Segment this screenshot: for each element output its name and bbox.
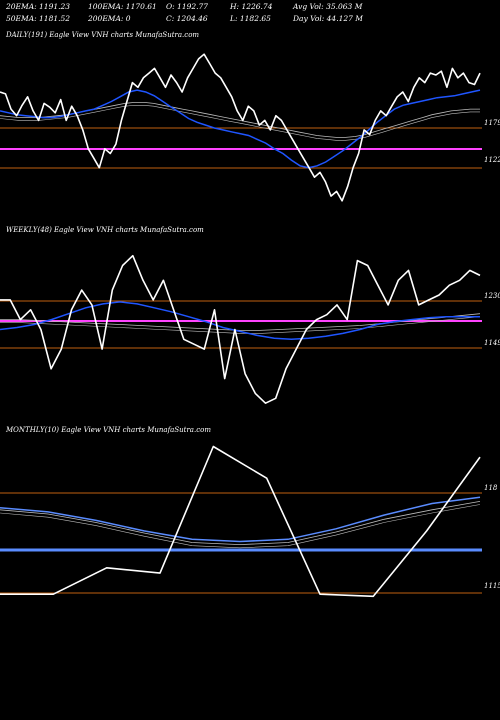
monthly-ema-fast-line: [0, 496, 481, 543]
header-open: O: 1192.77: [166, 2, 209, 11]
header-day-vol: Day Vol: 44.127 M: [293, 14, 363, 23]
monthly-ema-slow-line: [0, 501, 481, 546]
monthly-level-high-label: 118: [484, 484, 498, 492]
header-high: H: 1226.74: [230, 2, 273, 11]
header-close: C: 1204.46: [166, 14, 208, 23]
daily-level-low-label: 1122: [484, 156, 500, 164]
weekly-price-line: [0, 254, 481, 405]
daily-ema-fast-line: [0, 89, 481, 169]
monthly-price-line: [0, 445, 481, 598]
daily-price-line: [0, 53, 481, 202]
header-20ema: 20EMA: 1191.23: [6, 2, 71, 11]
weekly-ema-slow-line: [0, 313, 481, 331]
weekly-level-high-label: 1230: [484, 292, 500, 300]
daily-ema-slow-line-2: [0, 105, 480, 141]
header-50ema: 50EMA: 1181.52: [6, 14, 71, 23]
monthly-ema-slow-line-2: [0, 504, 481, 549]
monthly-level-low-label: 1115: [484, 582, 500, 590]
weekly-ema-slow-line-2: [0, 316, 481, 334]
header-low: L: 1182.65: [230, 14, 271, 23]
header-200ema: 200EMA: 0: [88, 14, 131, 23]
header-100ema: 100EMA: 1170.61: [88, 2, 157, 11]
daily-level-high-label: 1179: [484, 119, 500, 127]
weekly-panel-title: WEEKLY(48) Eagle View VNH charts MunafaS…: [6, 226, 204, 234]
daily-panel-title: DAILY(191) Eagle View VNH charts MunafaS…: [6, 31, 200, 39]
weekly-ema-fast-line: [0, 301, 480, 341]
header-avg-vol: Avg Vol: 35.063 M: [293, 2, 363, 11]
monthly-panel-title: MONTHLY(10) Eagle View VNH charts Munafa…: [6, 426, 211, 434]
weekly-level-low-label: 1149: [484, 339, 500, 347]
